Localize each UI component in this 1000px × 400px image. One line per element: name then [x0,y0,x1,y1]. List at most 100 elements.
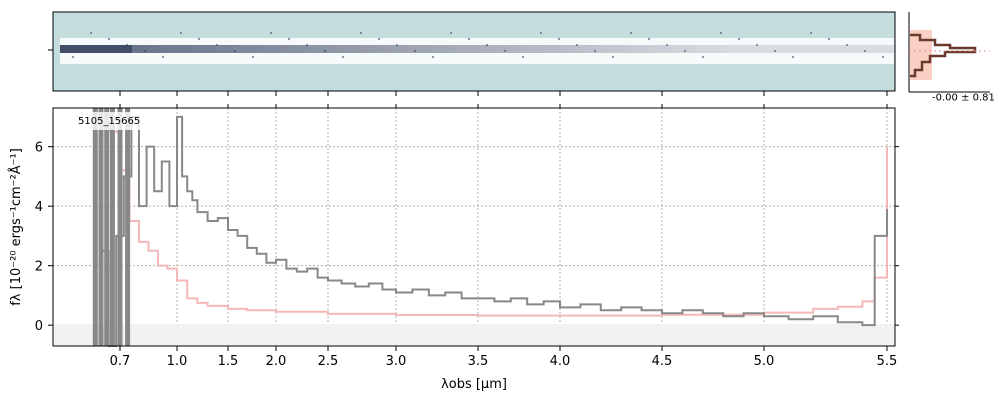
trace-band [888,38,894,64]
x-axis-title: λobs [μm] [441,377,507,392]
trace-noise [882,56,884,58]
trace-band [468,38,474,64]
trace-core [180,45,186,53]
trace-core [294,45,300,53]
trace-noise [432,56,434,58]
trace-core [432,45,438,53]
trace-band [720,38,726,64]
plot-area [53,108,895,346]
trace-band [432,38,438,64]
trace-core [618,45,624,53]
trace-noise [504,50,506,52]
trace-core [810,45,816,53]
trace-band [750,38,756,64]
trace-core [324,45,330,53]
object-label: 5105_15665 [78,116,140,127]
trace-core [660,45,666,53]
trace-core [210,45,216,53]
x-axis-ticks: 0.7 1.0 1.5 2.0 2.5 3.0 3.5 4.0 4.5 5.0 5.5 [110,91,897,369]
trace-noise [594,50,596,52]
trace-core [396,45,402,53]
trace-band [798,38,804,64]
trace-noise [468,38,470,40]
trace-band [708,38,714,64]
trace-band [384,38,390,64]
trace-band [696,38,702,64]
trace-noise [342,56,344,58]
trace-core [480,45,486,53]
trace-noise [396,44,398,46]
trace-core [582,45,588,53]
profile-label: -0.00 ± 0.81 [932,92,995,103]
trace-noise [216,44,218,46]
trace-core [84,45,90,53]
trace-core [114,45,120,53]
trace-band [726,38,732,64]
trace-band [414,38,420,64]
trace-band [630,38,636,64]
spectrum-1d-panel: 0.7 1.0 1.5 2.0 2.5 3.0 3.5 4.0 4.5 5.0 5.5 0 2 4 6 5… [8,49,899,392]
trace-noise [864,50,866,52]
trace-core [492,45,498,53]
trace-core [630,45,636,53]
trace-core [816,45,822,53]
trace-band [600,38,606,64]
trace-core [732,45,738,53]
x-tick-label: 3.0 [386,354,407,369]
trace-noise [234,50,236,52]
trace-band [702,38,708,64]
trace-band [840,38,846,64]
trace-band [624,38,630,64]
x-tick-label: 1.5 [218,354,239,369]
y-axis-title: fλ [10⁻²⁰ ergs⁻¹cm⁻²Å⁻¹] [8,148,24,306]
profile-panel: -0.00 ± 0.81 [908,12,995,103]
trace-band [738,38,744,64]
trace-core [678,45,684,53]
trace-band [732,38,738,64]
trace-band [762,38,768,64]
trace-core [444,45,450,53]
trace-band [804,38,810,64]
trace-core [150,45,156,53]
trace-core [522,45,528,53]
trace-core [72,45,78,53]
trace-core [420,45,426,53]
trace-core [462,45,468,53]
trace-core [378,45,384,53]
trace-band [648,38,654,64]
trace-band [636,38,642,64]
trace-band [528,38,534,64]
trace-band [396,38,402,64]
trace-noise [414,50,416,52]
trace-noise [270,32,272,34]
trace-core [792,45,798,53]
trace-band [450,38,456,64]
trace-core [186,45,192,53]
trace-core [834,45,840,53]
x-tick-label: 2.0 [266,354,287,369]
trace-band [492,38,498,64]
y-axis-ticks: 0 2 4 6 [35,49,899,334]
trace-band [852,38,858,64]
trace-core [684,45,690,53]
trace-core [456,45,462,53]
trace-core [372,45,378,53]
trace-noise [162,56,164,58]
trace-band [408,38,414,64]
trace-band [426,38,432,64]
data-series [92,108,888,347]
trace-band [786,38,792,64]
spectrum-2d-trace [60,32,894,64]
trace-band [660,38,666,64]
trace-band [588,38,594,64]
trace-core [120,45,126,53]
trace-core [882,45,888,53]
trace-core [228,45,234,53]
trace-noise [522,56,524,58]
trace-core [222,45,228,53]
trace-core [762,45,768,53]
trace-band [792,38,798,64]
trace-band [510,38,516,64]
trace-core [624,45,630,53]
